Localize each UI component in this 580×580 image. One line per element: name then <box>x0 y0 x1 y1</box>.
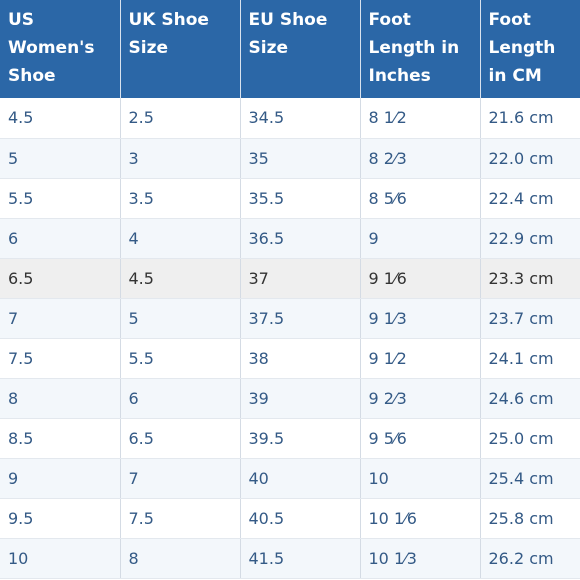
cell-inches: 10 <box>360 458 481 499</box>
cell-uk: 7 <box>120 458 241 499</box>
cell-cm: 25.0 cm <box>480 418 580 459</box>
table-row: 7 5 37.5 9 1⁄3 23.7 cm <box>0 298 580 339</box>
table-row: 8 6 39 9 2⁄3 24.6 cm <box>0 378 580 419</box>
cell-cm: 21.6 cm <box>480 98 580 139</box>
cell-eu: 37 <box>240 258 361 299</box>
cell-eu: 41.5 <box>240 538 361 579</box>
cell-us: 7.5 <box>0 338 121 379</box>
header-foot-length-inches: Foot Length in Inches <box>360 0 481 98</box>
table-row: 9 7 40 10 25.4 cm <box>0 458 580 499</box>
cell-us: 9.5 <box>0 498 121 539</box>
cell-eu: 35.5 <box>240 178 361 219</box>
cell-cm: 22.4 cm <box>480 178 580 219</box>
table-body: 4.5 2.5 34.5 8 1⁄2 21.6 cm 5 3 35 8 2⁄3 … <box>0 98 580 579</box>
cell-us: 6 <box>0 218 121 259</box>
cell-inches: 8 1⁄2 <box>360 98 481 139</box>
cell-uk: 5.5 <box>120 338 241 379</box>
cell-cm: 25.4 cm <box>480 458 580 499</box>
cell-us: 5 <box>0 138 121 179</box>
cell-uk: 6.5 <box>120 418 241 459</box>
cell-uk: 4.5 <box>120 258 241 299</box>
table-row: 4.5 2.5 34.5 8 1⁄2 21.6 cm <box>0 98 580 139</box>
cell-eu: 37.5 <box>240 298 361 339</box>
cell-uk: 8 <box>120 538 241 579</box>
cell-uk: 4 <box>120 218 241 259</box>
cell-us: 8 <box>0 378 121 419</box>
cell-inches: 8 2⁄3 <box>360 138 481 179</box>
table-row: 5 3 35 8 2⁄3 22.0 cm <box>0 138 580 179</box>
cell-cm: 23.3 cm <box>480 258 580 299</box>
cell-cm: 24.6 cm <box>480 378 580 419</box>
header-eu-shoe-size: EU Shoe Size <box>240 0 361 98</box>
cell-inches: 10 1⁄3 <box>360 538 481 579</box>
cell-inches: 9 2⁄3 <box>360 378 481 419</box>
header-uk-shoe-size: UK Shoe Size <box>120 0 241 98</box>
cell-us: 4.5 <box>0 98 121 139</box>
cell-inches: 8 5⁄6 <box>360 178 481 219</box>
header-us-womens-shoe: US Women's Shoe <box>0 0 121 98</box>
cell-inches: 9 1⁄3 <box>360 298 481 339</box>
cell-inches: 9 <box>360 218 481 259</box>
cell-cm: 22.9 cm <box>480 218 580 259</box>
table-row-hovered: 6.5 4.5 37 9 1⁄6 23.3 cm <box>0 258 580 299</box>
header-row: US Women's Shoe UK Shoe Size EU Shoe Siz… <box>0 0 580 98</box>
cell-eu: 39.5 <box>240 418 361 459</box>
header-foot-length-cm: Foot Length in CM <box>480 0 580 98</box>
cell-uk: 5 <box>120 298 241 339</box>
cell-us: 8.5 <box>0 418 121 459</box>
cell-cm: 26.2 cm <box>480 538 580 579</box>
cell-cm: 24.1 cm <box>480 338 580 379</box>
cell-uk: 7.5 <box>120 498 241 539</box>
cell-us: 9 <box>0 458 121 499</box>
table-row: 8.5 6.5 39.5 9 5⁄6 25.0 cm <box>0 418 580 459</box>
cell-eu: 34.5 <box>240 98 361 139</box>
cell-us: 6.5 <box>0 258 121 299</box>
table-row: 9.5 7.5 40.5 10 1⁄6 25.8 cm <box>0 498 580 539</box>
table-header: US Women's Shoe UK Shoe Size EU Shoe Siz… <box>0 0 580 98</box>
cell-us: 10 <box>0 538 121 579</box>
cell-us: 5.5 <box>0 178 121 219</box>
cell-us: 7 <box>0 298 121 339</box>
table-row: 6 4 36.5 9 22.9 cm <box>0 218 580 259</box>
cell-cm: 23.7 cm <box>480 298 580 339</box>
cell-uk: 3.5 <box>120 178 241 219</box>
cell-cm: 22.0 cm <box>480 138 580 179</box>
table-row: 5.5 3.5 35.5 8 5⁄6 22.4 cm <box>0 178 580 219</box>
cell-eu: 39 <box>240 378 361 419</box>
cell-eu: 38 <box>240 338 361 379</box>
table-row: 7.5 5.5 38 9 1⁄2 24.1 cm <box>0 338 580 379</box>
cell-eu: 40.5 <box>240 498 361 539</box>
cell-uk: 3 <box>120 138 241 179</box>
table-row: 10 8 41.5 10 1⁄3 26.2 cm <box>0 538 580 579</box>
cell-uk: 2.5 <box>120 98 241 139</box>
cell-uk: 6 <box>120 378 241 419</box>
cell-eu: 40 <box>240 458 361 499</box>
cell-inches: 9 1⁄6 <box>360 258 481 299</box>
cell-eu: 36.5 <box>240 218 361 259</box>
cell-cm: 25.8 cm <box>480 498 580 539</box>
cell-inches: 9 1⁄2 <box>360 338 481 379</box>
cell-inches: 10 1⁄6 <box>360 498 481 539</box>
cell-eu: 35 <box>240 138 361 179</box>
cell-inches: 9 5⁄6 <box>360 418 481 459</box>
